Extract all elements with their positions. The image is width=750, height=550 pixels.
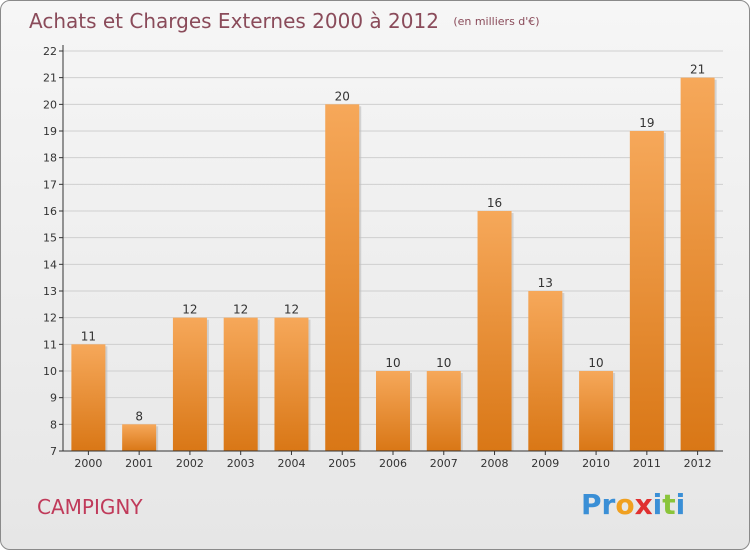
x-tick-label: 2004 — [277, 457, 305, 470]
y-tick-label: 17 — [43, 178, 57, 191]
y-tick-label: 16 — [43, 205, 57, 218]
data-label: 13 — [538, 276, 553, 290]
labels: 7 8 9 10 11 12 13 14 15 16 17 18 19 20 21 22 11 2000 8 2001… — [43, 45, 712, 470]
bar-2010 — [579, 371, 614, 451]
y-tick-label: 7 — [50, 445, 57, 458]
x-tick-label: 2011 — [633, 457, 661, 470]
data-label: 10 — [436, 356, 451, 370]
logo-letter: o — [615, 488, 635, 521]
bar-2005 — [325, 104, 360, 451]
y-tick-label: 21 — [43, 72, 57, 85]
data-label: 12 — [233, 303, 248, 317]
y-tick-label: 18 — [43, 152, 57, 165]
x-tick-label: 2007 — [430, 457, 458, 470]
bar-2009 — [528, 291, 563, 451]
commune-name: CAMPIGNY — [37, 495, 143, 519]
y-tick-label: 19 — [43, 125, 57, 138]
data-label: 21 — [690, 63, 705, 77]
x-tick-label: 2001 — [125, 457, 153, 470]
data-label: 8 — [135, 409, 143, 423]
y-tick-label: 8 — [50, 418, 57, 431]
y-tick-label: 14 — [43, 258, 57, 271]
data-label: 12 — [284, 303, 299, 317]
y-tick-label: 12 — [43, 312, 57, 325]
logo-letter: r — [601, 488, 616, 521]
x-tick-label: 2012 — [684, 457, 712, 470]
bar-2008 — [477, 211, 512, 451]
logo-letter: x — [634, 488, 653, 521]
y-tick-label: 10 — [43, 365, 57, 378]
bar-2006 — [376, 371, 410, 451]
bar-2012 — [680, 77, 715, 452]
bar-2004 — [274, 317, 309, 451]
y-tick-label: 13 — [43, 285, 57, 298]
bar-2001 — [122, 424, 157, 451]
x-tick-label: 2002 — [176, 457, 204, 470]
x-tick-label: 2005 — [328, 457, 356, 470]
y-tick-label: 22 — [43, 45, 57, 58]
bars — [71, 77, 717, 452]
chart-title: Achats et Charges Externes 2000 à 2012 (… — [29, 9, 540, 33]
x-tick-label: 2000 — [74, 457, 102, 470]
proxiti-logo: Proxiti — [581, 488, 685, 521]
bar-2002 — [172, 317, 207, 451]
data-label: 10 — [385, 356, 400, 370]
data-label: 20 — [335, 89, 350, 103]
data-label: 11 — [81, 329, 96, 343]
bar-2000 — [71, 344, 106, 451]
y-tick-label: 9 — [50, 392, 57, 405]
data-label: 12 — [182, 303, 197, 317]
x-tick-label: 2006 — [379, 457, 407, 470]
unit-note: (en milliers d'€) — [453, 15, 540, 28]
bar-2003 — [223, 317, 258, 451]
logo-letter: i — [675, 488, 686, 521]
logo-letter: t — [662, 488, 676, 521]
x-tick-label: 2008 — [481, 457, 509, 470]
chart-title-text: Achats et Charges Externes 2000 à 2012 — [29, 9, 439, 33]
y-tick-label: 11 — [43, 338, 57, 351]
y-tick-label: 20 — [43, 98, 57, 111]
bar-2011 — [629, 131, 664, 451]
axes — [59, 45, 723, 455]
x-tick-label: 2009 — [531, 457, 559, 470]
data-label: 16 — [487, 196, 502, 210]
data-label: 10 — [588, 356, 603, 370]
x-tick-label: 2010 — [582, 457, 610, 470]
bar-2007 — [426, 371, 461, 451]
logo-letter: P — [581, 488, 602, 521]
y-tick-label: 15 — [43, 232, 57, 245]
x-tick-label: 2003 — [227, 457, 255, 470]
data-label: 19 — [639, 116, 654, 130]
logo-letter: i — [652, 488, 663, 521]
